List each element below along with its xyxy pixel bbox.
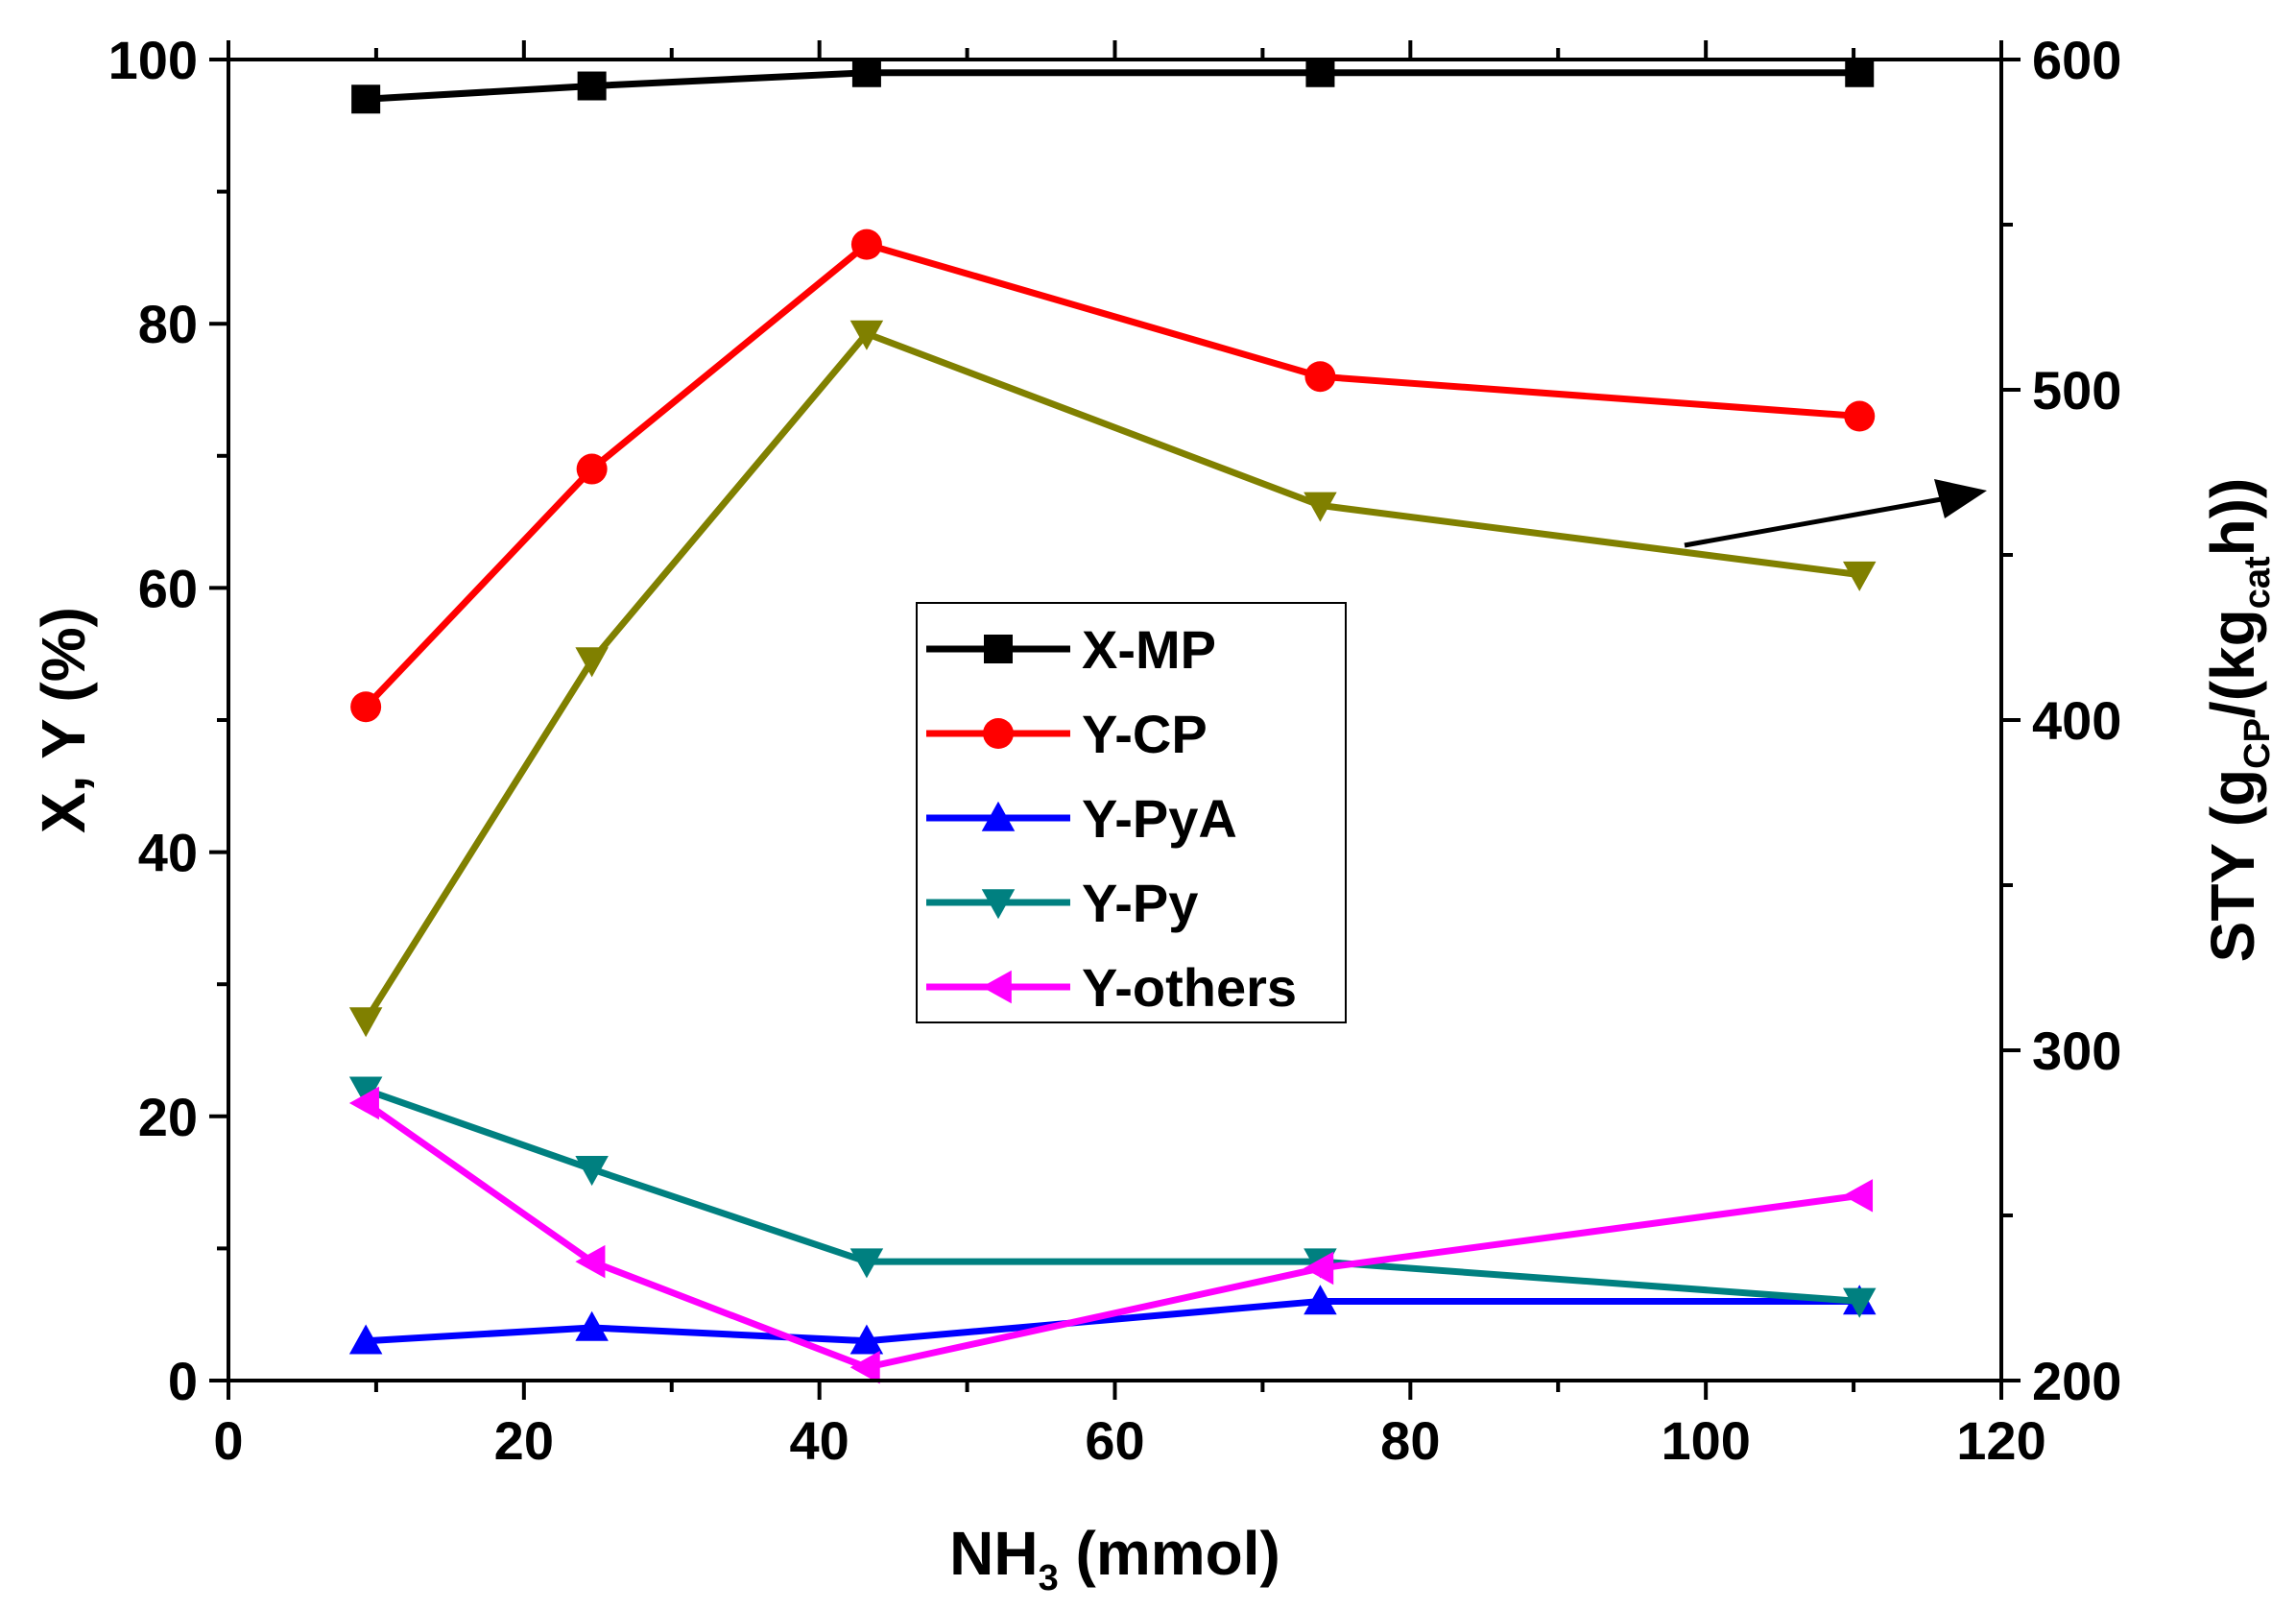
data-point	[575, 647, 609, 678]
legend-marker	[981, 970, 1012, 1004]
data-point	[1845, 58, 1875, 87]
data-point	[1303, 1285, 1337, 1315]
arrow-head	[1934, 479, 1987, 518]
legend-marker	[981, 889, 1016, 920]
legend-label: Y-CP	[1082, 704, 1208, 764]
series-x-mp	[351, 58, 1875, 114]
series-y-py	[348, 1076, 1877, 1318]
y-tick-label: 20	[138, 1087, 198, 1147]
data-point	[348, 1324, 383, 1355]
y2-tick-label: 200	[2032, 1351, 2121, 1411]
x-tick-label: 100	[1661, 1410, 1750, 1471]
legend-item-y-py: Y-Py	[926, 873, 1198, 933]
x-tick-label: 60	[1085, 1410, 1144, 1471]
data-point	[850, 228, 882, 260]
x-axis-label: NH3 (mmol)	[949, 1519, 1280, 1598]
x-tick-label: 20	[494, 1410, 554, 1471]
legend-label: Y-PyA	[1082, 788, 1237, 849]
axes	[209, 40, 2021, 1400]
data-point	[1844, 400, 1876, 432]
legend-item-y-others: Y-others	[926, 957, 1297, 1018]
y-tick-label: 100	[108, 30, 198, 90]
data-point	[849, 1324, 884, 1355]
series-layer	[348, 58, 1987, 1384]
data-point	[1842, 1287, 1877, 1318]
legend-box	[916, 602, 1347, 1023]
data-point	[575, 1244, 606, 1279]
data-point	[1303, 1251, 1334, 1286]
data-point	[348, 1086, 379, 1120]
arrow-shaft	[1684, 495, 1948, 548]
data-point	[577, 71, 607, 101]
y2-tick-label: 600	[2032, 30, 2121, 90]
data-point	[1303, 492, 1337, 522]
data-point	[348, 1076, 383, 1107]
legend-label: Y-others	[1082, 957, 1297, 1018]
legend-marker	[981, 801, 1016, 831]
legend-item-y-cp: Y-CP	[926, 704, 1208, 764]
data-point	[575, 1310, 609, 1341]
y-tick-label: 80	[138, 294, 198, 354]
data-point	[1305, 58, 1335, 87]
series-y-pya	[348, 1285, 1877, 1355]
legend-marker	[983, 718, 1014, 749]
data-point	[350, 691, 382, 723]
legend-marker	[984, 635, 1013, 663]
series-y-others	[348, 1086, 1874, 1384]
data-point	[348, 1007, 383, 1038]
y2-tick-label: 300	[2032, 1021, 2121, 1081]
data-point	[1304, 361, 1336, 393]
legend: X-MP Y-CP Y-PyA Y-Py Y-others	[916, 602, 1347, 1023]
axis-labels: 0 20 40 60 80 100 120 0 20 40 60 80 100 200 300 400 500 6…	[29, 30, 2278, 1598]
data-point	[851, 58, 881, 87]
data-point	[351, 84, 381, 114]
legend-label: X-MP	[1082, 619, 1216, 680]
data-point	[1842, 1179, 1874, 1213]
y-tick-label: 40	[138, 823, 198, 883]
legend-label: Y-Py	[1082, 873, 1198, 933]
data-point	[849, 1248, 884, 1279]
data-point	[849, 320, 884, 350]
y2-tick-label: 500	[2032, 360, 2121, 421]
data-point	[1842, 561, 1877, 591]
legend-item-x-mp: X-MP	[926, 619, 1216, 680]
series-sty	[348, 320, 1877, 1038]
x-tick-label: 80	[1380, 1410, 1440, 1471]
x-tick-label: 40	[790, 1410, 849, 1471]
y-tick-label: 60	[138, 558, 198, 618]
annotation-arrow	[1684, 479, 1987, 548]
data-point	[575, 1156, 609, 1187]
series-y-cp	[350, 228, 1876, 723]
data-point	[849, 1350, 880, 1384]
y2-tick-label: 400	[2032, 690, 2121, 751]
legend-item-y-pya: Y-PyA	[926, 788, 1237, 849]
y-tick-label: 0	[168, 1351, 198, 1411]
y-axis-label: X, Y (%)	[29, 607, 98, 833]
x-tick-label: 120	[1956, 1410, 2045, 1471]
x-tick-label: 0	[213, 1410, 243, 1471]
y2-axis-label: STY (gCP/(kgcath))	[2198, 478, 2278, 963]
data-point	[576, 453, 608, 485]
